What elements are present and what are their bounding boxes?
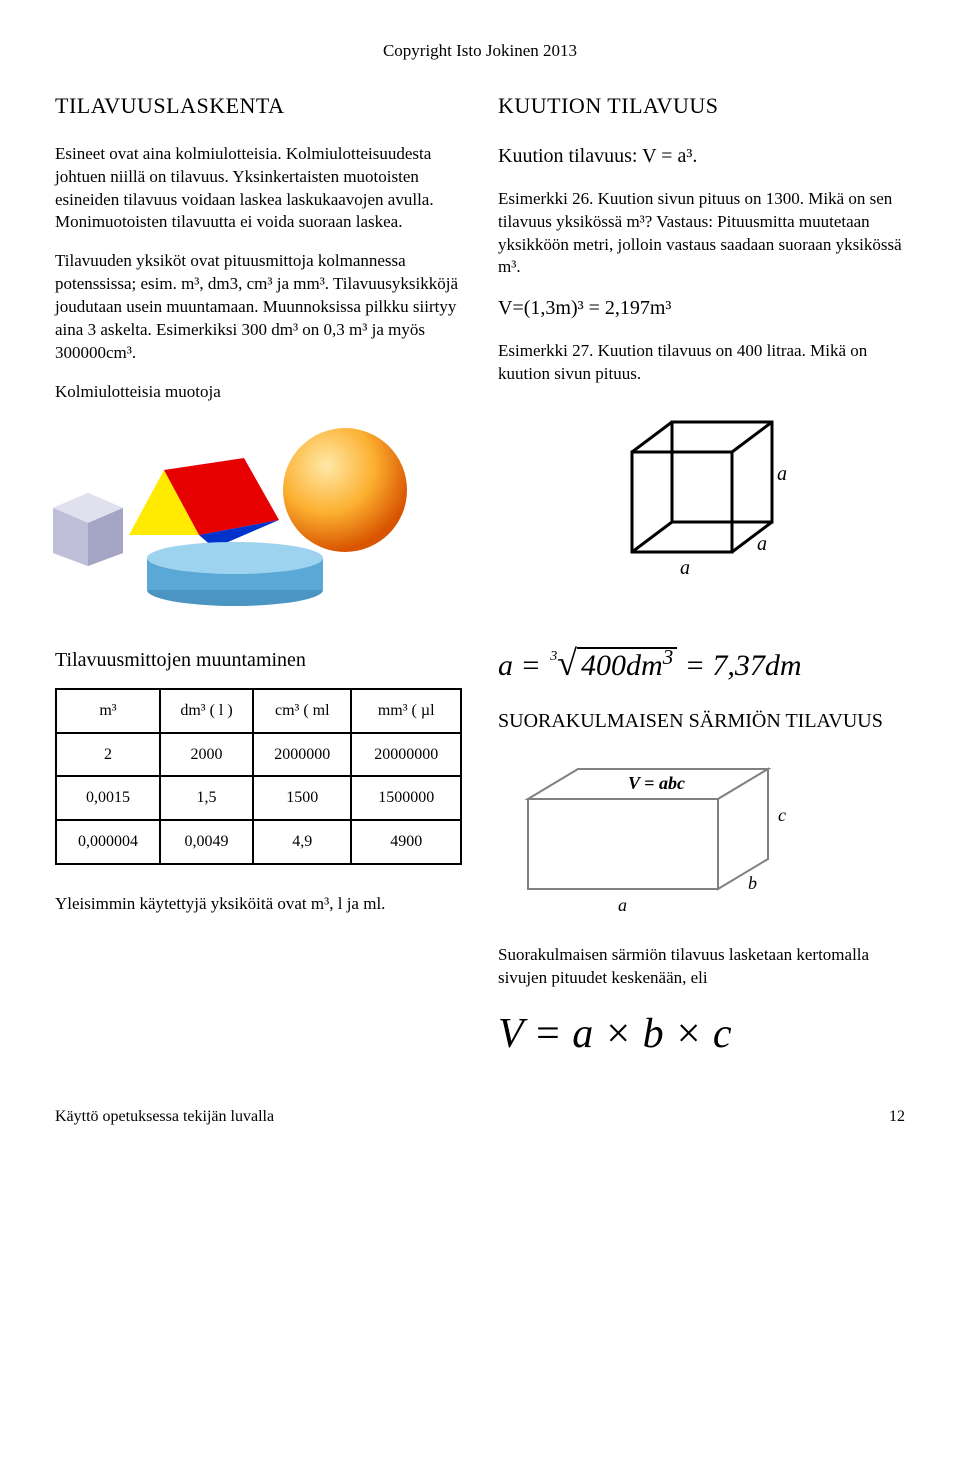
cube-edge-label-a3: a	[757, 533, 767, 555]
page-footer: Käyttö opetuksessa tekijän luvalla 12	[55, 1106, 905, 1128]
copyright-line: Copyright Isto Jokinen 2013	[55, 40, 905, 63]
table-cell: 1500000	[351, 776, 461, 820]
cube-formula-v: V=(1,3m)³ = 2,197m³	[498, 295, 905, 322]
table-cell: 0,0049	[160, 820, 253, 864]
box-label-c: c	[778, 805, 786, 825]
table-cell: 2000	[160, 733, 253, 777]
table-cell: 1500	[253, 776, 351, 820]
two-column-layout: TILAVUUSLASKENTA Esineet ovat aina kolmi…	[55, 91, 905, 599]
units-table: m³ dm³ ( l ) cm³ ( ml mm³ ( µl 2 2000 20…	[55, 688, 462, 864]
cube-edge-label-a2: a	[680, 557, 690, 579]
page-number: 12	[889, 1106, 905, 1128]
table-cell: 4900	[351, 820, 461, 864]
table-row: 0,0015 1,5 1500 1500000	[56, 776, 461, 820]
footer-text: Käyttö opetuksessa tekijän luvalla	[55, 1106, 274, 1128]
table-header: dm³ ( l )	[160, 689, 253, 733]
intro-paragraph-1: Esineet ovat aina kolmiulotteisia. Kolmi…	[55, 143, 462, 235]
rect-prism-desc: Suorakulmaisen särmiön tilavuus lasketaa…	[498, 944, 905, 990]
left-column: TILAVUUSLASKENTA Esineet ovat aina kolmi…	[55, 91, 462, 599]
cube-volume-title: KUUTION TILAVUUS	[498, 91, 905, 121]
table-header: mm³ ( µl	[351, 689, 461, 733]
cube-formula-label: Kuution tilavuus: V = a³.	[498, 143, 905, 170]
box-formula-label: V = abc	[628, 773, 685, 793]
table-cell: 2000000	[253, 733, 351, 777]
right-column: KUUTION TILAVUUS Kuution tilavuus: V = a…	[498, 91, 905, 599]
table-row: 0,000004 0,0049 4,9 4900	[56, 820, 461, 864]
cube-edge-label-a1: a	[777, 463, 787, 485]
lower-left-column: Tilavuusmittojen muuntaminen m³ dm³ ( l …	[55, 617, 462, 1072]
intro-paragraph-3: Kolmiulotteisia muotoja	[55, 381, 462, 404]
cylinder-shape-icon	[135, 540, 335, 610]
sphere-shape-icon	[275, 420, 415, 560]
rect-prism-formula: V = a × b × c	[498, 1006, 905, 1063]
shapes-illustration	[55, 420, 462, 590]
units-heading: Tilavuusmittojen muuntaminen	[55, 647, 462, 674]
table-cell: 4,9	[253, 820, 351, 864]
rect-prism-heading: SUORAKULMAISEN SÄRMIÖN TILAVUUS	[498, 708, 905, 735]
table-cell: 0,000004	[56, 820, 160, 864]
cube-root-formula: a = 3√400dm3 = 7,37dm	[498, 639, 905, 688]
main-title: TILAVUUSLASKENTA	[55, 91, 462, 121]
table-cell: 2	[56, 733, 160, 777]
table-header: cm³ ( ml	[253, 689, 351, 733]
table-cell: 1,5	[160, 776, 253, 820]
cube-wireframe-diagram: a a a	[498, 402, 905, 589]
table-cell: 20000000	[351, 733, 461, 777]
example-26-text: Esimerkki 26. Kuution sivun pituus on 13…	[498, 188, 905, 280]
table-row: 2 2000 2000000 20000000	[56, 733, 461, 777]
table-cell: 0,0015	[56, 776, 160, 820]
table-header-row: m³ dm³ ( l ) cm³ ( ml mm³ ( µl	[56, 689, 461, 733]
table-header: m³	[56, 689, 160, 733]
example-27-text: Esimerkki 27. Kuution tilavuus on 400 li…	[498, 340, 905, 386]
box-label-b: b	[748, 873, 757, 893]
common-units-text: Yleisimmin käytettyjä yksiköitä ovat m³,…	[55, 893, 462, 916]
box-label-a: a	[618, 895, 627, 915]
lower-two-column: Tilavuusmittojen muuntaminen m³ dm³ ( l …	[55, 617, 905, 1072]
lower-right-column: a = 3√400dm3 = 7,37dm SUORAKULMAISEN SÄR…	[498, 617, 905, 1072]
intro-paragraph-2: Tilavuuden yksiköt ovat pituusmittoja ko…	[55, 250, 462, 365]
rect-prism-diagram: V = abc c b a	[498, 749, 905, 926]
